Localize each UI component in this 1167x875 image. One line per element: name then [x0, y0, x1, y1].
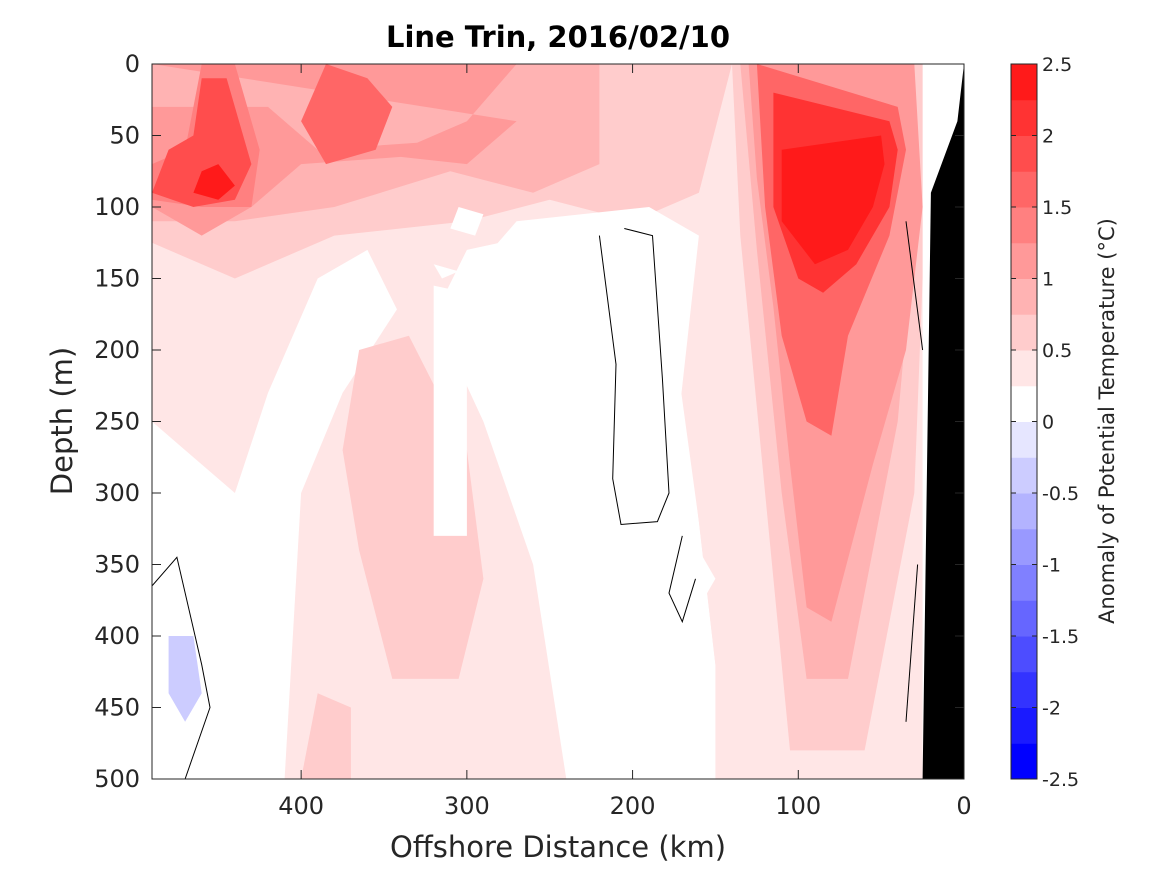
y-tick-label: 450 — [94, 694, 140, 722]
colorbar-tick-label: 2.5 — [1042, 54, 1072, 76]
colorbar-tick-label: 1 — [1042, 269, 1054, 291]
colorbar-tick-label: -1.5 — [1042, 626, 1079, 648]
colorbar-swatch — [1011, 528, 1037, 565]
colorbar-swatch — [1011, 671, 1037, 708]
contour-region — [781, 135, 885, 265]
y-tick-label: 400 — [94, 622, 140, 650]
colorbar-swatch — [1011, 99, 1037, 136]
y-axis: 0 50 100 150 200 250 300 350 400 450 500 — [94, 50, 964, 793]
colorbar-tick-label: -2 — [1042, 698, 1061, 720]
x-tick-label: 100 — [775, 792, 821, 820]
y-axis-title: Depth (m) — [45, 347, 79, 495]
zero-contour — [905, 221, 924, 351]
colorbar-swatch — [1011, 600, 1037, 637]
colorbar-swatch — [1011, 314, 1037, 351]
chart-title: Line Trin, 2016/02/10 — [386, 20, 730, 54]
colorbar-swatch — [1011, 207, 1037, 244]
x-tick-label: 200 — [610, 792, 656, 820]
zero-contour — [598, 228, 670, 526]
contour-region — [665, 278, 749, 779]
near-zero-region — [450, 207, 484, 236]
near-zero-region — [665, 535, 716, 622]
colorbar: 2.5 2 1.5 1 0.5 0 -0.5 -1 -1.5 -2 -2.5 — [1010, 54, 1079, 791]
colorbar-swatch — [1011, 64, 1037, 101]
colorbar-swatch — [1011, 707, 1037, 744]
anomaly-contours — [152, 64, 923, 779]
colorbar-tick-label: -1 — [1042, 555, 1061, 577]
near-zero-region — [433, 264, 459, 279]
colorbar-tick-label: 0 — [1042, 412, 1054, 434]
contour-region — [301, 693, 351, 779]
colorbar-swatch — [1011, 636, 1037, 673]
colorbar-swatch — [1011, 743, 1037, 780]
zero-contour — [152, 556, 211, 779]
contour-field — [152, 64, 964, 779]
y-tick-label: 250 — [94, 408, 140, 436]
colorbar-swatch — [1011, 457, 1037, 494]
colorbar-swatch — [1011, 242, 1037, 279]
y-tick-label: 150 — [94, 265, 140, 293]
colorbar-tick-label: -2.5 — [1042, 769, 1079, 791]
x-tick-label: 400 — [278, 792, 324, 820]
contour-region — [168, 636, 202, 722]
colorbar-tick-label: 1.5 — [1042, 197, 1072, 219]
x-tick-label: 0 — [956, 792, 971, 820]
contour-region — [193, 164, 235, 200]
y-tick-label: 100 — [94, 193, 140, 221]
colorbar-swatch — [1011, 564, 1037, 601]
zero-contour — [668, 535, 696, 624]
x-axis: 400 300 200 100 0 — [278, 64, 972, 820]
colorbar-swatch — [1011, 385, 1037, 422]
colorbar-tick-label: 2 — [1042, 126, 1054, 148]
x-tick-label: 300 — [444, 792, 490, 820]
colorbar-swatch — [1011, 135, 1037, 172]
y-tick-label: 500 — [94, 765, 140, 793]
y-tick-label: 200 — [94, 336, 140, 364]
y-tick-label: 300 — [94, 479, 140, 507]
zero-contour — [905, 564, 919, 722]
x-axis-title: Offshore Distance (km) — [390, 830, 726, 864]
y-tick-label: 50 — [109, 122, 140, 150]
near-zero-region — [466, 207, 699, 536]
colorbar-swatch — [1011, 421, 1037, 458]
colorbar-swatch — [1011, 278, 1037, 315]
y-tick-label: 0 — [125, 50, 140, 78]
contour-region — [301, 64, 393, 165]
zero-contour-lines — [152, 221, 924, 779]
colorbar-swatch — [1011, 493, 1037, 530]
y-tick-label: 350 — [94, 551, 140, 579]
colorbar-tick-label: 0.5 — [1042, 340, 1072, 362]
colorbar-swatch — [1011, 171, 1037, 208]
colorbar-title: Anomaly of Potential Temperature (°C) — [1095, 218, 1119, 624]
colorbar-tick-label: -0.5 — [1042, 483, 1079, 505]
seafloor-topography — [922, 64, 964, 779]
near-zero-region — [433, 285, 467, 536]
colorbar-swatch — [1011, 350, 1037, 387]
